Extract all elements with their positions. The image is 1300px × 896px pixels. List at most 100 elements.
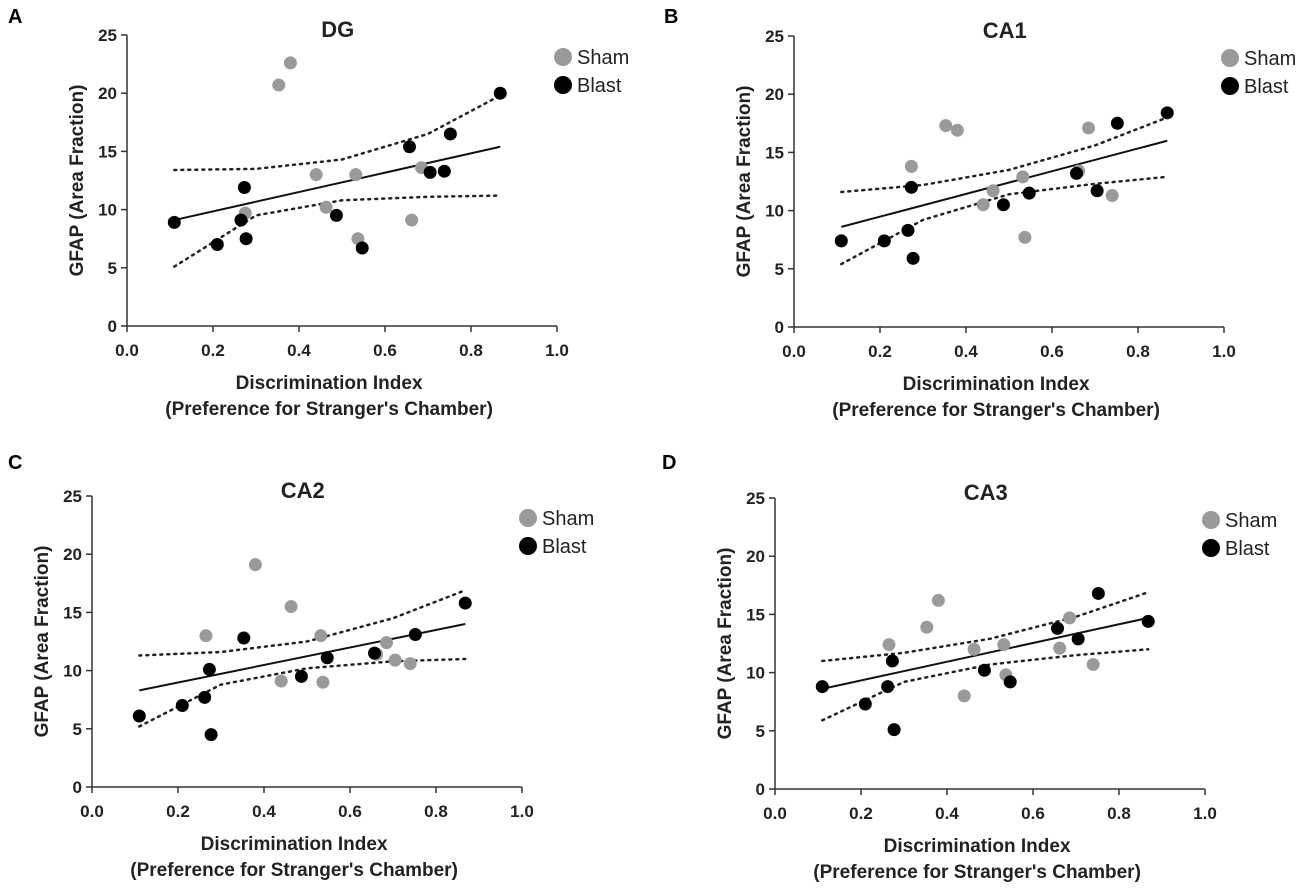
point-blast [458, 596, 472, 610]
y-tick-label: 20 [98, 84, 117, 103]
y-axis-label: GFAP (Area Fraction) [715, 548, 736, 740]
legend-marker-sham [1221, 49, 1239, 67]
y-tick-label: 0 [108, 317, 117, 336]
x-axis-sublabel: (Preference for Stranger's Chamber) [813, 862, 1141, 883]
point-blast [403, 140, 417, 154]
point-blast [996, 198, 1010, 212]
point-sham [882, 638, 896, 652]
point-sham [403, 657, 417, 671]
point-blast [320, 651, 334, 665]
ci-lower-band [821, 648, 1150, 722]
point-sham [316, 675, 330, 689]
x-axis-label: Discrimination Index [201, 834, 388, 855]
x-tick-label: 0.4 [252, 802, 276, 821]
point-blast [904, 180, 918, 194]
ci-upper-band [821, 591, 1150, 663]
point-sham [986, 184, 1000, 198]
point-sham [380, 636, 394, 650]
x-tick-label: 0.2 [849, 804, 873, 823]
chart-title: DG [321, 17, 354, 42]
y-tick-label: 5 [73, 720, 82, 739]
x-tick-label: 0.2 [166, 802, 190, 821]
legend-label-blast: Blast [542, 536, 587, 558]
point-sham [405, 213, 419, 227]
ci-lower-band [173, 194, 502, 268]
y-axis-label: GFAP (Area Fraction) [734, 86, 755, 278]
point-blast [1071, 632, 1085, 646]
x-axis-label: Discrimination Index [884, 836, 1071, 857]
point-sham [349, 168, 363, 182]
x-tick-label: 0.8 [459, 341, 483, 360]
legend-label-blast: Blast [577, 75, 622, 97]
legend-marker-blast [1221, 77, 1239, 95]
chart-ca1: 0 5 10 15 20 25 0.0 0.2 0.4 0.6 0.8 1.0 CA1 Discrimin… [734, 18, 1296, 421]
x-tick-label: 0.0 [115, 341, 139, 360]
point-blast [204, 728, 218, 742]
legend-label-sham: Sham [1244, 48, 1296, 70]
y-tick-label: 25 [98, 26, 117, 45]
point-blast [1070, 166, 1084, 180]
point-blast [977, 663, 991, 677]
regression-line [822, 616, 1149, 690]
x-axis-label: Discrimination Index [903, 374, 1090, 395]
panel-b: B 0 5 10 15 20 25 0.0 0.2 0.4 0.6 0.8 1.0 CA1 Discrim… [650, 0, 1300, 448]
x-tick-label: 0.6 [1040, 342, 1064, 361]
point-blast [885, 654, 899, 668]
point-blast [239, 232, 253, 246]
x-tick-label: 0.4 [954, 342, 978, 361]
legend-marker-sham [554, 48, 572, 66]
point-blast [1160, 106, 1174, 120]
point-blast [815, 680, 829, 694]
point-sham [1053, 641, 1067, 655]
point-blast [493, 86, 507, 100]
y-tick-label: 0 [73, 778, 82, 797]
point-blast [423, 165, 437, 179]
point-blast [234, 213, 248, 227]
y-tick-label: 25 [765, 27, 784, 46]
x-tick-label: 0.0 [80, 802, 104, 821]
y-tick-label: 15 [63, 603, 82, 622]
x-axis-label: Discrimination Index [236, 373, 423, 394]
legend-label-sham: Sham [542, 508, 594, 530]
point-sham [314, 629, 328, 643]
y-tick-label: 25 [63, 487, 82, 506]
x-tick-label: 0.0 [763, 804, 787, 823]
legend-label-sham: Sham [1225, 510, 1277, 532]
y-tick-label: 20 [63, 545, 82, 564]
point-blast [881, 680, 895, 694]
point-sham [950, 123, 964, 137]
regression-line [174, 145, 501, 222]
y-axis-label: GFAP (Area Fraction) [32, 546, 53, 738]
point-blast [443, 127, 457, 141]
ci-upper-band [840, 116, 1169, 194]
point-sham [199, 629, 213, 643]
y-tick-label: 5 [775, 260, 784, 279]
legend-marker-sham [1202, 511, 1220, 529]
x-tick-label: 0.8 [1107, 804, 1131, 823]
chart-title: CA3 [964, 480, 1008, 505]
x-tick-label: 0.6 [1021, 804, 1045, 823]
x-axis-sublabel: (Preference for Stranger's Chamber) [130, 860, 458, 881]
point-blast [834, 234, 848, 248]
point-blast [1022, 186, 1036, 200]
point-blast [906, 251, 920, 265]
point-blast [210, 238, 224, 252]
point-blast [294, 669, 308, 683]
x-tick-label: 0.8 [1126, 342, 1150, 361]
chart-ca2: 0 5 10 15 20 25 0.0 0.2 0.4 0.6 0.8 1.0 CA2 Discrimin… [32, 478, 594, 881]
x-tick-label: 0.4 [935, 804, 959, 823]
panel-a: A 0 5 10 15 20 25 0.0 0.2 0.4 0.6 0.8 1.0 DG Discrimi… [0, 0, 650, 448]
y-tick-label: 20 [765, 85, 784, 104]
y-tick-label: 10 [765, 202, 784, 221]
point-sham [274, 674, 288, 688]
x-axis-sublabel: (Preference for Stranger's Chamber) [832, 400, 1160, 421]
point-blast [887, 723, 901, 737]
point-blast [237, 180, 251, 194]
legend-marker-blast [1202, 539, 1220, 557]
legend-marker-blast [519, 537, 537, 555]
legend-label-sham: Sham [577, 47, 629, 69]
point-sham [388, 653, 402, 667]
y-tick-label: 10 [746, 664, 765, 683]
x-tick-label: 0.8 [424, 802, 448, 821]
point-blast [368, 646, 382, 660]
